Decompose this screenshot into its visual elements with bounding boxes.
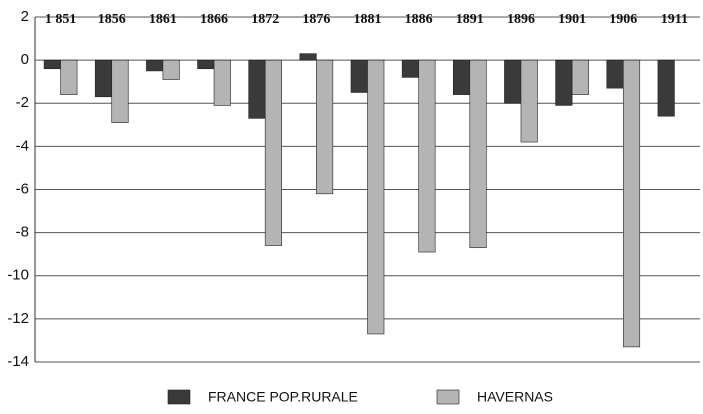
bar [213, 59, 231, 106]
x-tick-label: 1861 [149, 12, 177, 27]
bar [350, 59, 368, 93]
bar [146, 59, 164, 72]
bar [418, 59, 436, 253]
y-tick-label: -2 [16, 94, 29, 111]
bar [43, 59, 61, 70]
bar [197, 59, 215, 70]
x-tick-label: 1866 [200, 12, 228, 27]
y-tick-label: -10 [7, 267, 29, 284]
y-tick-label: -4 [16, 137, 29, 154]
legend-swatch [167, 389, 191, 405]
bar [453, 59, 471, 95]
x-tick-label: 1856 [98, 12, 126, 27]
bar [520, 59, 538, 143]
y-tick-label: 0 [21, 51, 29, 68]
x-tick-label: 1911 [661, 12, 688, 27]
legend-swatch [436, 389, 460, 405]
bar [111, 59, 129, 123]
x-tick-label: 1891 [456, 12, 484, 27]
y-tick-label: -14 [7, 353, 29, 370]
x-tick-label: 1896 [507, 12, 535, 27]
bar [367, 59, 385, 335]
bar [264, 59, 282, 246]
x-tick-label: 1901 [558, 12, 586, 27]
bar [469, 59, 487, 249]
bar [571, 59, 589, 95]
bar [248, 59, 266, 119]
bar [94, 59, 113, 98]
x-tick-label: 1872 [251, 12, 279, 27]
y-tick-label: -8 [16, 224, 29, 241]
y-tick-label: -12 [7, 310, 29, 327]
bar [316, 59, 334, 195]
x-tick-label: 1 851 [45, 12, 77, 27]
bar [622, 59, 641, 348]
x-tick-label: 1876 [302, 12, 330, 27]
y-tick-label: 2 [21, 8, 29, 25]
bar [401, 59, 419, 78]
x-tick-label: 1881 [354, 12, 382, 27]
bar [657, 59, 675, 117]
bar [299, 53, 317, 61]
legend-label: HAVERNAS [477, 389, 553, 405]
x-tick-label: 1886 [405, 12, 433, 27]
bar [504, 59, 522, 104]
bar [162, 59, 180, 80]
legend-label: FRANCE POP.RURALE [208, 389, 358, 405]
bar [555, 59, 573, 106]
y-tick-label: -6 [16, 180, 29, 197]
x-tick-label: 1906 [609, 12, 637, 27]
bar [606, 59, 624, 89]
bar [60, 59, 78, 95]
